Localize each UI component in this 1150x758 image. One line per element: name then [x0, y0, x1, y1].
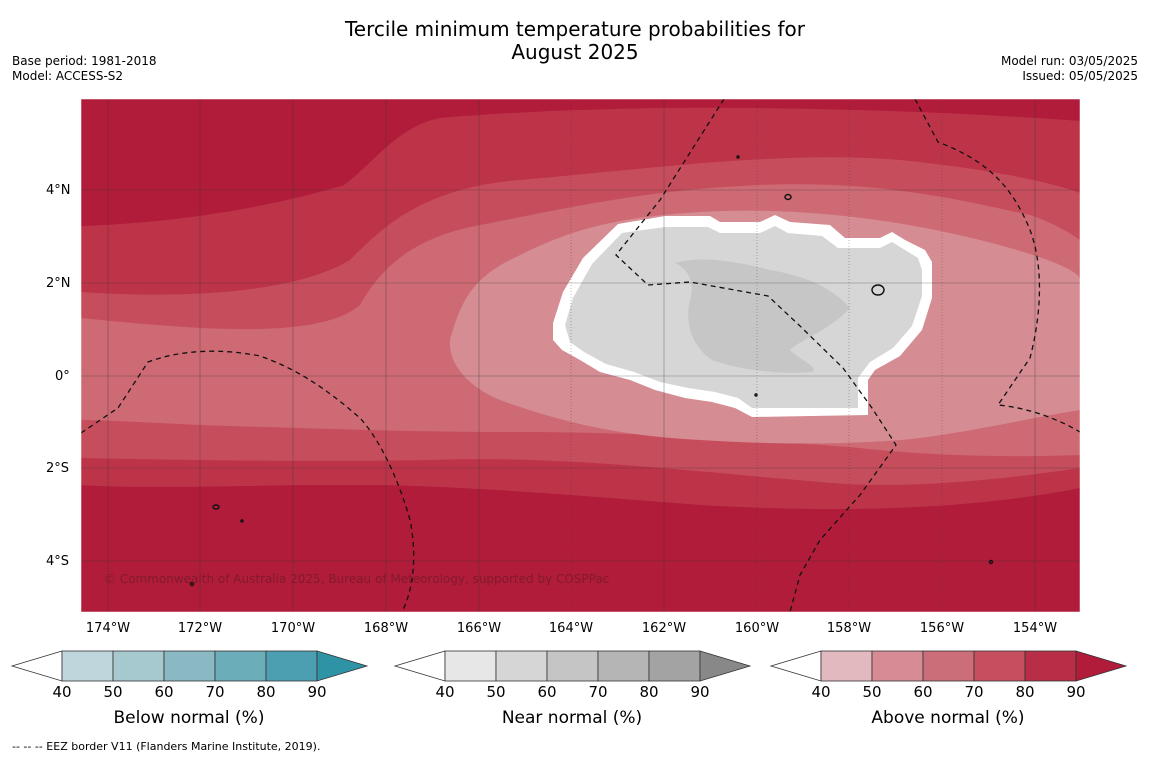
colorbar-tick: 80 — [256, 683, 276, 701]
lon-label-160w: 160°W — [734, 621, 780, 636]
colorbar-near-normal — [393, 650, 752, 682]
lat-label-2n: 2°N — [46, 276, 71, 291]
island-kiritimati — [871, 284, 885, 296]
colorbar-tick: 80 — [1015, 683, 1035, 701]
island-small-1 — [189, 581, 195, 587]
islands — [189, 155, 994, 587]
colorbar-tick: 70 — [205, 683, 225, 701]
lon-label-170w: 170°W — [270, 621, 316, 636]
colorbar-tick: 40 — [435, 683, 455, 701]
base-period: Base period: 1981-2018 — [12, 54, 157, 68]
colorbar-title-near: Near normal (%) — [501, 708, 643, 728]
model-run: Model run: 03/05/2025 — [1000, 54, 1138, 68]
model-name: Model: ACCESS-S2 — [12, 69, 124, 83]
lon-label-164w: 164°W — [548, 621, 594, 636]
colorbar-tick: 60 — [913, 683, 933, 701]
run-info-right: Model run: 03/05/2025 Issued: 05/05/2025 — [1001, 54, 1138, 84]
colorbar-title-below: Below normal (%) — [113, 708, 265, 728]
title-line-2: August 2025 — [511, 40, 639, 64]
eez-footnote: -- -- -- EEZ border V11 (Flanders Marine… — [12, 740, 321, 753]
island-small-3 — [988, 559, 994, 565]
lon-label-154w: 154°W — [1012, 621, 1058, 636]
lat-label-4s: 4°S — [46, 554, 70, 569]
colorbar-tick: 60 — [537, 683, 557, 701]
lat-label-4n: 4°N — [46, 183, 71, 198]
near-normal-60 — [675, 259, 850, 373]
colorbar-tick: 90 — [1066, 683, 1086, 701]
probability-fields — [81, 99, 1080, 612]
lon-label-158w: 158°W — [826, 621, 872, 636]
colorbar-tick: 70 — [588, 683, 608, 701]
title-line-1: Tercile minimum temperature probabilitie… — [344, 17, 806, 41]
issued-date: Issued: 05/05/2025 — [1022, 69, 1138, 83]
colorbar-tick: 60 — [154, 683, 174, 701]
colorbar-above-normal — [769, 650, 1128, 682]
eez-border-west — [81, 350, 415, 612]
eez-border-east — [914, 99, 1080, 433]
island-small-4 — [736, 155, 740, 159]
eez-borders — [81, 99, 1080, 612]
colorbar-tick: 90 — [307, 683, 327, 701]
colorbar-tick: 50 — [862, 683, 882, 701]
lat-label-0: 0° — [55, 369, 70, 384]
colorbar-tick: 50 — [103, 683, 123, 701]
lon-label-174w: 174°W — [85, 621, 131, 636]
lon-label-172w: 172°W — [177, 621, 223, 636]
colorbar-tick: 40 — [811, 683, 831, 701]
colorbar-tick: 50 — [486, 683, 506, 701]
lon-label-166w: 166°W — [456, 621, 502, 636]
map-title: Tercile minimum temperature probabilitie… — [0, 18, 1150, 64]
colorbar-tick: 40 — [52, 683, 72, 701]
island-fanning — [784, 193, 792, 201]
map-frame — [80, 98, 1081, 613]
colorbar-title-above: Above normal (%) — [871, 708, 1025, 728]
colorbar-tick: 80 — [639, 683, 659, 701]
copyright-notice: © Commonwealth of Australia 2025, Bureau… — [104, 572, 610, 586]
colorbar-tick: 90 — [690, 683, 710, 701]
lon-label-156w: 156°W — [919, 621, 965, 636]
lat-label-2s: 2°S — [46, 461, 70, 476]
island-small-2 — [240, 519, 244, 523]
colorbar-below-normal — [10, 650, 369, 682]
island-jarvis — [754, 393, 758, 397]
island-swains — [212, 504, 220, 510]
graticule — [81, 99, 1080, 612]
colorbar-tick: 70 — [964, 683, 984, 701]
lon-label-162w: 162°W — [641, 621, 687, 636]
lon-label-168w: 168°W — [363, 621, 409, 636]
run-info-left: Base period: 1981-2018 Model: ACCESS-S2 — [12, 54, 157, 84]
